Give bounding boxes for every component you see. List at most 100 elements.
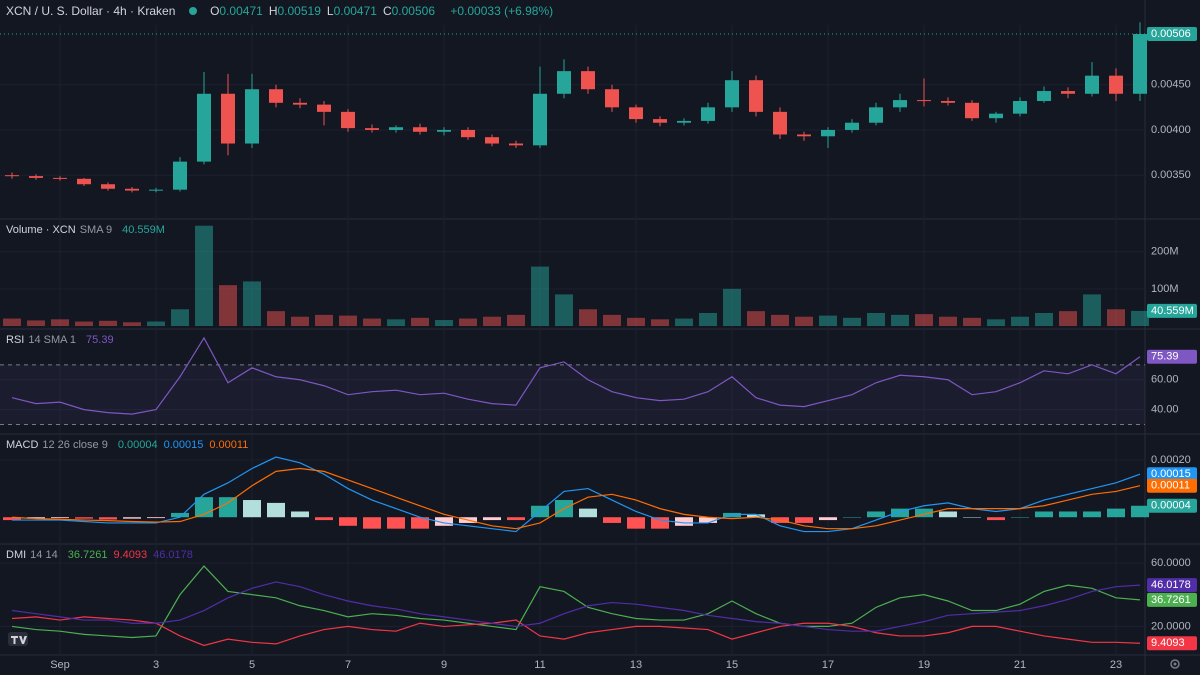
pane-title: Volume · XCN	[6, 224, 76, 236]
legend-value: 46.0178	[153, 549, 193, 561]
candle-body	[629, 107, 643, 120]
histogram-bar	[507, 517, 525, 521]
volume-bar	[147, 321, 165, 326]
histogram-bar	[27, 517, 45, 519]
price-badge	[1147, 478, 1197, 493]
x-tick-label: 21	[1014, 659, 1026, 671]
volume-bar	[99, 320, 117, 326]
histogram-bar	[435, 517, 453, 526]
candle-body	[1013, 101, 1027, 114]
histogram-bar	[1035, 511, 1053, 518]
price-badge	[1147, 303, 1197, 318]
histogram-bar	[939, 511, 957, 518]
candle-body	[845, 122, 859, 130]
volume-bar	[891, 314, 909, 326]
candle-body	[77, 178, 91, 185]
volume-bar	[123, 322, 141, 326]
candle-body	[821, 129, 835, 137]
histogram-bar	[171, 512, 189, 518]
candle-body	[5, 175, 19, 177]
histogram-bar	[819, 517, 837, 521]
y-tick-label: 0.00020	[1151, 454, 1191, 466]
histogram-bar	[891, 508, 909, 518]
x-tick-label: 11	[534, 659, 545, 671]
histogram-bar	[651, 517, 669, 529]
volume-bar	[363, 318, 381, 326]
histogram-bar	[123, 517, 141, 519]
volume-bar	[675, 318, 693, 326]
candle-body	[269, 89, 283, 103]
y-tick-label: 60.0000	[1151, 557, 1191, 569]
pane-legend: Volume · XCN SMA 9 40.559M	[6, 224, 171, 236]
candle-body	[605, 89, 619, 108]
pane-legend: DMI 14 14 36.7261 9.4093 46.0178	[6, 549, 199, 561]
legend-value: 9.4093	[113, 549, 148, 561]
volume-bar	[219, 285, 237, 326]
histogram-bar	[291, 511, 309, 518]
candle-body	[149, 189, 163, 191]
candle-body	[437, 129, 451, 132]
candle-body	[1133, 34, 1147, 94]
price-badge	[1147, 636, 1197, 651]
symbol[interactable]: XCN / U. S. Dollar · 4h · Kraken	[6, 4, 176, 18]
series-line	[11, 565, 1141, 639]
status-dot	[188, 7, 197, 15]
volume-bar	[315, 314, 333, 326]
histogram-bar	[483, 517, 501, 521]
volume-bar	[27, 320, 45, 326]
histogram-bar	[747, 514, 765, 518]
ohlc-label: C	[382, 4, 392, 18]
volume-bar	[507, 314, 525, 326]
volume-bar	[387, 319, 405, 326]
candle-body	[29, 176, 43, 178]
histogram-bar	[147, 517, 165, 519]
histogram-bar	[219, 497, 237, 518]
candle-body	[245, 89, 259, 144]
candle-body	[173, 161, 187, 190]
legend-value: 75.39	[86, 334, 114, 346]
volume-bar	[195, 225, 213, 326]
histogram-bar	[603, 517, 621, 523]
volume-bar	[939, 316, 957, 326]
price-badge	[1147, 27, 1197, 42]
histogram-bar	[675, 517, 693, 526]
price-badge	[1147, 578, 1197, 593]
volume-bar	[819, 315, 837, 326]
symbol-legend: XCN / U. S. Dollar · 4h · Kraken O0.0047…	[6, 4, 559, 18]
histogram-bar	[387, 517, 405, 529]
candle-body	[965, 102, 979, 119]
volume-bar	[243, 281, 261, 326]
histogram-bar	[843, 517, 861, 518]
series-line	[11, 467, 1141, 530]
y-tick-label: 0.00450	[1151, 79, 1191, 91]
pane-title: RSI	[6, 334, 25, 346]
volume-bar	[267, 311, 285, 326]
candle-body	[533, 93, 547, 146]
series-line	[11, 336, 1141, 415]
ohlc-value: 0.00471	[333, 4, 377, 18]
volume-bar	[1011, 316, 1029, 326]
series-line	[12, 456, 1141, 533]
series-line	[11, 616, 1141, 647]
volume-bar	[555, 294, 573, 326]
settings-icon[interactable]	[1170, 659, 1180, 669]
histogram-bar	[75, 517, 93, 519]
price-badge-text: 36.7261	[1151, 594, 1191, 606]
candle-body	[413, 127, 427, 132]
x-tick-label: 13	[630, 659, 642, 671]
histogram-bar	[3, 517, 21, 521]
x-tick-label: Sep	[50, 659, 70, 671]
candle-body	[317, 104, 331, 112]
histogram-bar	[267, 502, 285, 518]
candle-body	[461, 129, 475, 138]
candle-body	[197, 93, 211, 162]
volume-bar	[699, 313, 717, 326]
legend-value: 0.00015	[163, 439, 204, 451]
volume-bar	[1059, 311, 1077, 326]
histogram-bar	[315, 517, 333, 521]
candle-body	[749, 80, 763, 112]
candle-body	[869, 107, 883, 123]
candle-body	[341, 111, 355, 129]
candle-body	[581, 71, 595, 90]
